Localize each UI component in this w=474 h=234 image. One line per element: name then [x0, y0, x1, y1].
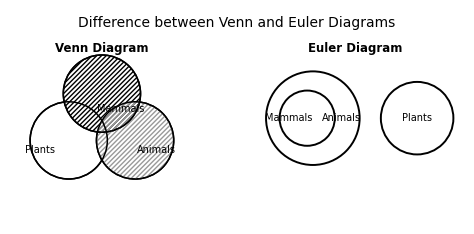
Text: Plants: Plants [25, 145, 55, 155]
Text: Mammals: Mammals [97, 104, 145, 114]
Circle shape [30, 102, 107, 179]
Text: Mammals: Mammals [265, 113, 313, 123]
Text: Animals: Animals [137, 145, 176, 155]
Circle shape [280, 91, 335, 146]
Circle shape [381, 82, 454, 154]
Circle shape [64, 55, 140, 132]
Circle shape [97, 102, 173, 179]
Text: Animals: Animals [322, 113, 361, 123]
Circle shape [266, 71, 360, 165]
Text: Euler Diagram: Euler Diagram [308, 42, 403, 55]
Text: Venn Diagram: Venn Diagram [55, 42, 149, 55]
Text: Difference between Venn and Euler Diagrams: Difference between Venn and Euler Diagra… [78, 16, 396, 30]
Text: Plants: Plants [402, 113, 432, 123]
